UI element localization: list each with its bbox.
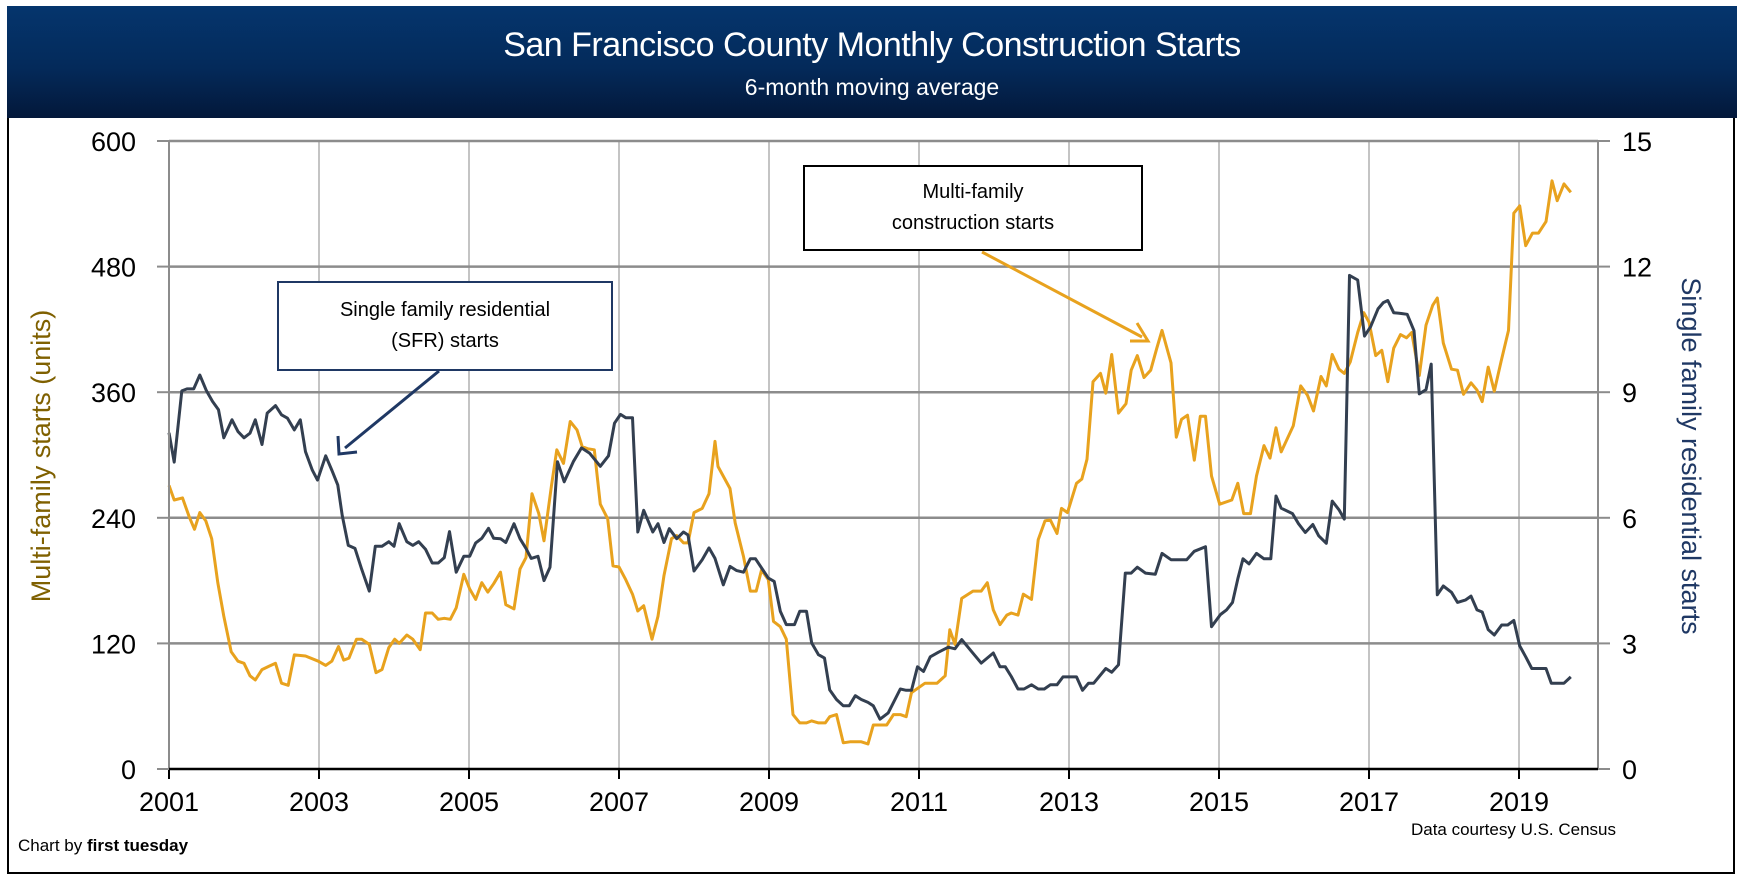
x-tick-label: 2003	[289, 787, 349, 817]
chart-subtitle: 6-month moving average	[744, 74, 1000, 100]
chart-title: San Francisco County Monthly Constructio…	[503, 26, 1241, 64]
single-family-series-line	[167, 273, 1572, 721]
x-tick-label: 2013	[1039, 787, 1099, 817]
x-tick-label: 2015	[1189, 787, 1249, 817]
y-tick-label: 0	[121, 755, 136, 785]
right-axis-title: Single family residential starts	[1676, 277, 1706, 634]
y2-tick-label: 3	[1622, 629, 1637, 659]
x-tick-label: 2011	[890, 787, 948, 817]
credit-brand: first tuesday	[86, 836, 189, 855]
y2-tick-label: 12	[1622, 253, 1652, 283]
y2-tick-label: 0	[1622, 755, 1637, 785]
series-lines	[167, 179, 1572, 746]
y2-tick-label: 9	[1622, 378, 1637, 408]
multi-family-series-line	[167, 179, 1572, 746]
y2-tick-label: 6	[1622, 504, 1637, 534]
sfr-callout-arrow	[336, 369, 440, 456]
mf-callout-arrow	[981, 250, 1151, 343]
sfr-callout-box: Single family residential (SFR) starts	[277, 281, 613, 371]
data-source: Data courtesy U.S. Census	[1410, 820, 1616, 839]
y-tick-label: 120	[91, 629, 136, 659]
sfr-callout-line2: (SFR) starts	[391, 330, 499, 352]
credit-prefix: Chart by	[18, 836, 87, 855]
sfr-callout-line1: Single family residential	[339, 299, 551, 321]
mf-callout-line1: Multi-family	[922, 181, 1024, 203]
x-tick-label: 2001	[139, 787, 199, 817]
y-tick-label: 480	[91, 253, 136, 283]
left-axis-title: Multi-family starts (units)	[26, 310, 56, 603]
mf-callout-box: Multi-family construction starts	[803, 165, 1143, 251]
y-tick-label: 600	[91, 127, 136, 157]
x-tick-label: 2019	[1489, 787, 1549, 817]
mf-callout-line2: construction starts	[891, 212, 1055, 234]
x-tick-label: 2009	[739, 787, 799, 817]
x-tick-label: 2017	[1339, 787, 1399, 817]
x-tick-label: 2005	[439, 787, 499, 817]
y-tick-label: 360	[91, 378, 136, 408]
y2-tick-label: 15	[1622, 127, 1652, 157]
title-banner: San Francisco County Monthly Constructio…	[7, 6, 1737, 118]
x-tick-label: 2007	[589, 787, 649, 817]
axes: 2001 2003 2005 2007 2009 2011 2013 2015 2017 2019…	[91, 127, 1652, 817]
y-tick-label: 240	[91, 504, 136, 534]
chart-credit: Chart by first tuesday	[18, 836, 188, 856]
